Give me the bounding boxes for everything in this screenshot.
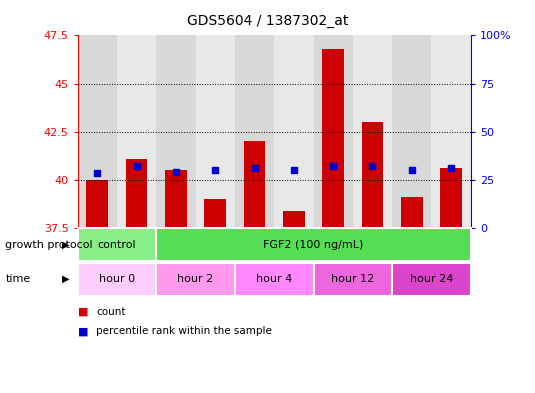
Bar (78, 35, 117, 228)
Bar (78, 228, 156, 261)
Bar (392, 35, 432, 228)
Point (408, 167, 416, 173)
Bar (235, 35, 274, 228)
Bar (314, 263, 392, 296)
Text: count: count (96, 307, 126, 317)
Text: hour 2: hour 2 (178, 274, 213, 284)
Bar (235, 263, 314, 296)
Text: percentile rank within the sample: percentile rank within the sample (96, 326, 272, 336)
Text: GDS5604 / 1387302_at: GDS5604 / 1387302_at (187, 14, 348, 28)
Bar (362, 122, 383, 228)
Bar (432, 35, 471, 228)
Bar (323, 49, 344, 228)
Bar (204, 199, 226, 228)
Point (132, 163, 141, 169)
Bar (196, 35, 235, 228)
Bar (392, 263, 471, 296)
Point (368, 163, 377, 169)
Bar (283, 211, 304, 228)
Text: hour 4: hour 4 (256, 274, 292, 284)
Bar (314, 35, 353, 228)
Point (93, 170, 102, 176)
Text: hour 24: hour 24 (410, 274, 453, 284)
Bar (126, 159, 147, 228)
Text: hour 12: hour 12 (331, 274, 374, 284)
Text: growth protocol: growth protocol (5, 240, 93, 250)
Text: ▶: ▶ (62, 274, 70, 284)
Text: hour 0: hour 0 (99, 274, 135, 284)
Text: control: control (97, 240, 136, 250)
Bar (156, 35, 196, 228)
Point (329, 163, 338, 169)
Text: FGF2 (100 ng/mL): FGF2 (100 ng/mL) (263, 240, 364, 250)
Text: ■: ■ (78, 326, 88, 336)
Text: ■: ■ (78, 307, 88, 317)
Bar (87, 180, 108, 228)
Bar (117, 35, 156, 228)
Text: time: time (5, 274, 30, 284)
Bar (244, 141, 265, 228)
Bar (440, 168, 462, 228)
Point (172, 169, 180, 175)
Point (250, 165, 259, 171)
Point (211, 167, 219, 173)
Text: ▶: ▶ (62, 240, 70, 250)
Bar (274, 35, 314, 228)
Point (447, 165, 455, 171)
Bar (156, 228, 471, 261)
Bar (353, 35, 392, 228)
Point (289, 167, 298, 173)
Bar (78, 263, 156, 296)
Bar (165, 170, 187, 228)
Bar (401, 197, 423, 228)
Bar (156, 263, 235, 296)
